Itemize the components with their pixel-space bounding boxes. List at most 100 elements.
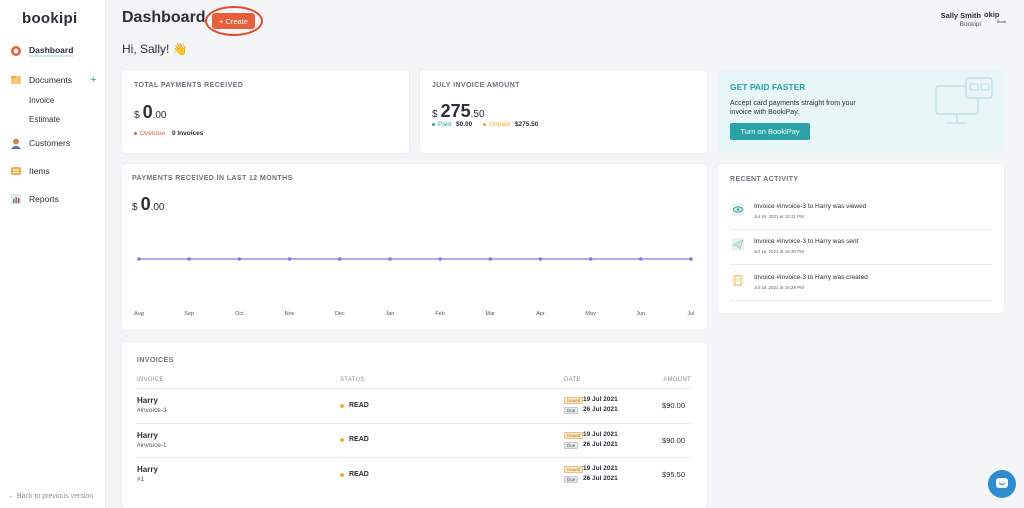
chat-button[interactable] [988,470,1016,498]
x-tick-label: Oct [235,311,244,317]
chart-point-oct[interactable] [237,257,242,261]
invoice-number: #invoice-3 [137,407,167,414]
reports-icon [10,193,22,205]
divider [730,300,992,301]
chart-point-jun[interactable] [639,257,643,261]
sidebar-item-documents[interactable]: Documents [10,74,72,86]
invoice-number: #invoice-1 [137,442,167,449]
activity-text: Invoice #invoice-3 to Harry was sent [754,238,859,245]
chart-point-jul[interactable] [689,257,693,261]
paid-value: $0.00 [456,121,473,128]
sidebar-item-dashboard[interactable]: Dashboard [10,45,74,57]
amount-integer: 0 [142,102,153,122]
currency-symbol: $ [134,110,140,121]
amount-decimal: .00 [150,202,165,213]
sidebar-item-items[interactable]: Items [10,165,50,177]
issued-date: 19 Jul 2021 [583,431,618,438]
bookipi-logo[interactable]: bookipi [22,10,78,27]
column-header-amount: AMOUNT [663,377,691,383]
issued-date: 19 Jul 2021 [583,465,618,472]
due-date: 26 Jul 2021 [583,475,618,482]
recent-activity-card [718,164,1004,313]
x-tick-label: Dec [334,311,345,317]
back-to-previous-version-link[interactable]: ← Back to previous version [8,493,94,500]
column-header-date: DATE [564,377,581,383]
status-dot [340,437,344,442]
currency-symbol: $ [132,202,138,213]
due-badge: Due [564,442,579,449]
x-tick-label: Feb [435,311,445,317]
chart-point-feb[interactable] [438,257,442,261]
document-icon [732,274,744,287]
x-tick-label: Jan [385,311,395,317]
activity-time: Jul 19, 2021 at 16:30 PM [754,249,805,254]
activity-item[interactable]: Invoice #invoice-3 to Harry was sent Jul… [732,238,858,254]
activity-item[interactable]: Invoice #invoice-3 to Harry was created … [732,274,868,290]
divider [136,388,692,389]
sidebar-item-customers[interactable]: Customers [10,137,70,149]
column-header-invoice: INVOICE [137,377,164,383]
dashboard-icon [10,45,22,57]
sidebar-item-estimate[interactable]: Estimate [29,115,61,124]
divider [136,457,692,458]
issued-badge: Issued [564,432,584,439]
sidebar: bookipi Dashboard Documents + Invoice Es… [0,0,106,508]
column-header-status: STATUS [340,377,365,383]
overdue-dot [134,132,137,135]
activity-item[interactable]: Invoice #invoice-3 to Harry was viewed J… [732,203,866,219]
chart-point-may[interactable] [588,257,593,261]
chart-point-nov[interactable] [287,257,292,261]
issued-badge: Issued [564,466,584,473]
invoice-number: #1 [137,476,145,483]
paid-dot [432,123,435,126]
x-tick-label: Aug [134,311,144,317]
paid-unpaid-legend: Paid $0.00 Unpaid $275.50 [432,121,538,128]
chart-point-aug[interactable] [137,257,141,261]
x-tick-label: Sep [184,311,195,317]
payments-chart-amount: $ 0 .00 [132,194,164,215]
add-document-button[interactable]: + [90,74,97,86]
turn-on-bookipay-button[interactable]: Turn on BookiPay [730,123,810,140]
company-logo[interactable]: okip Book [984,10,1006,28]
customer-icon [10,137,22,149]
chart-point-sep[interactable] [187,257,191,261]
chart-point-apr[interactable] [538,257,543,261]
chart-point-mar[interactable] [488,257,493,261]
sidebar-item-invoice[interactable]: Invoice [29,96,55,105]
activity-time: Jul 19, 2021 at 16:28 PM [754,285,805,290]
invoices-title: INVOICES [137,357,174,364]
x-tick-label: May [585,311,596,317]
status-dot [340,472,344,477]
overdue-legend: Overdue 0 Invoices [134,130,203,137]
sidebar-item-label: Items [29,166,50,176]
folder-icon [10,74,22,86]
x-tick-label: Apr [536,311,545,317]
eye-icon [732,203,744,216]
sidebar-item-label: Dashboard [29,45,74,57]
amount-decimal: .00 [152,110,167,121]
status-text: READ [349,471,369,478]
paper-plane-icon [732,238,744,251]
greeting: Hi, Sally! 👋 [122,42,188,56]
status-text: READ [349,402,369,409]
amount-decimal: .50 [470,109,485,120]
unpaid-dot [483,123,487,126]
invoices-card [122,342,707,508]
chart-point-jan[interactable] [388,257,392,261]
chart-point-dec[interactable] [337,257,342,261]
computer-illustration-icon [935,77,993,124]
status-text: READ [349,436,369,443]
currency-symbol: $ [432,109,438,120]
sidebar-item-reports[interactable]: Reports [10,193,59,205]
divider [136,423,692,424]
company-logo-text: okip [984,10,1000,19]
x-tick-label: Jul [687,311,695,317]
amount-integer: 275 [440,101,471,121]
overdue-label: Overdue [140,130,165,137]
sidebar-item-label: Customers [29,138,71,148]
invoice-amount: $90.00 [662,436,685,445]
user-name[interactable]: Sally Smith [940,11,981,20]
x-tick-label: Mar [485,311,496,317]
total-payments-card [122,70,409,153]
status-badge: READ [340,471,369,478]
